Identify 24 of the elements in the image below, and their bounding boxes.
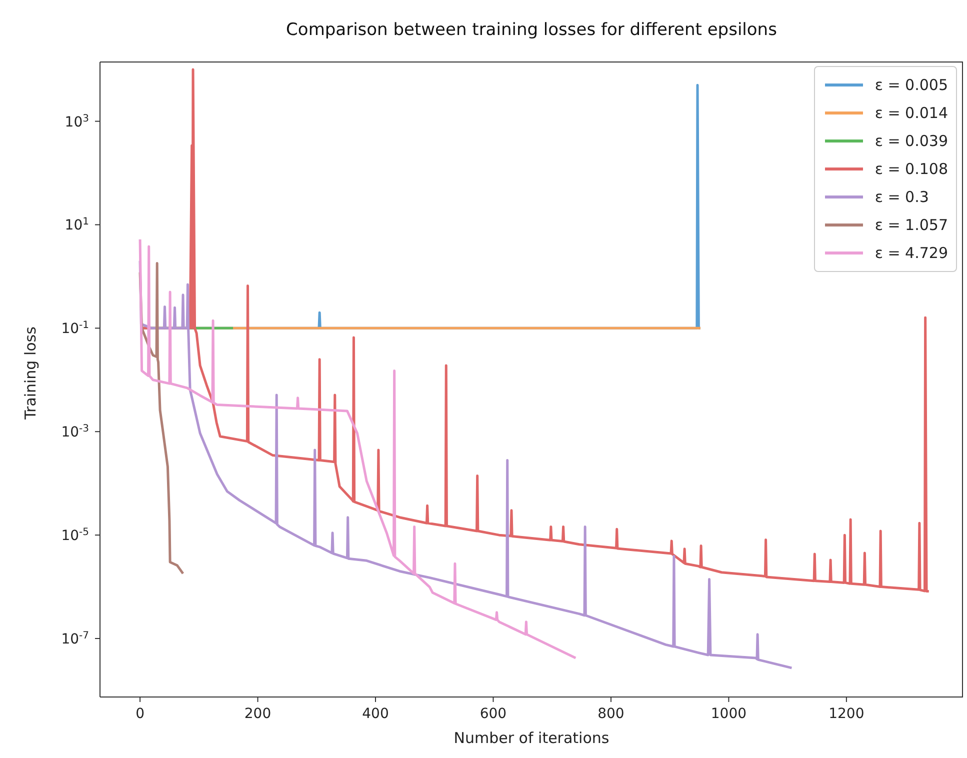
x-tick-label: 200 xyxy=(244,706,272,722)
legend-label: ε = 1.057 xyxy=(874,215,948,235)
legend-label: ε = 0.3 xyxy=(874,187,929,207)
y-tick-label: 10$^{1}$ xyxy=(64,216,89,234)
legend-label: ε = 0.108 xyxy=(874,159,948,179)
y-tick-label: 10$^{-3}$ xyxy=(61,423,89,441)
x-tick-label: 600 xyxy=(480,706,507,722)
x-tick-label: 1000 xyxy=(710,706,747,722)
x-axis-title: Number of iterations xyxy=(454,729,610,747)
x-tick-label: 1200 xyxy=(828,706,864,722)
y-tick-label: 10$^{-5}$ xyxy=(61,526,89,544)
chart-title: Comparison between training losses for different epsilons xyxy=(285,20,778,40)
x-tick-label: 800 xyxy=(598,706,624,722)
y-tick-label: 10$^{3}$ xyxy=(64,112,89,130)
legend-label: ε = 0.039 xyxy=(874,131,948,151)
legend-label: ε = 0.014 xyxy=(874,103,948,123)
x-tick-label: 400 xyxy=(362,706,389,722)
legend-label: ε = 0.005 xyxy=(874,75,948,95)
y-tick-label: 10$^{-1}$ xyxy=(61,320,89,338)
line-series xyxy=(138,238,577,660)
y-axis-title: Training loss xyxy=(21,326,40,420)
y-tick-label: 10$^{-7}$ xyxy=(61,630,89,648)
x-tick-label: 0 xyxy=(136,706,144,722)
legend-label: ε = 4.729 xyxy=(874,243,948,263)
